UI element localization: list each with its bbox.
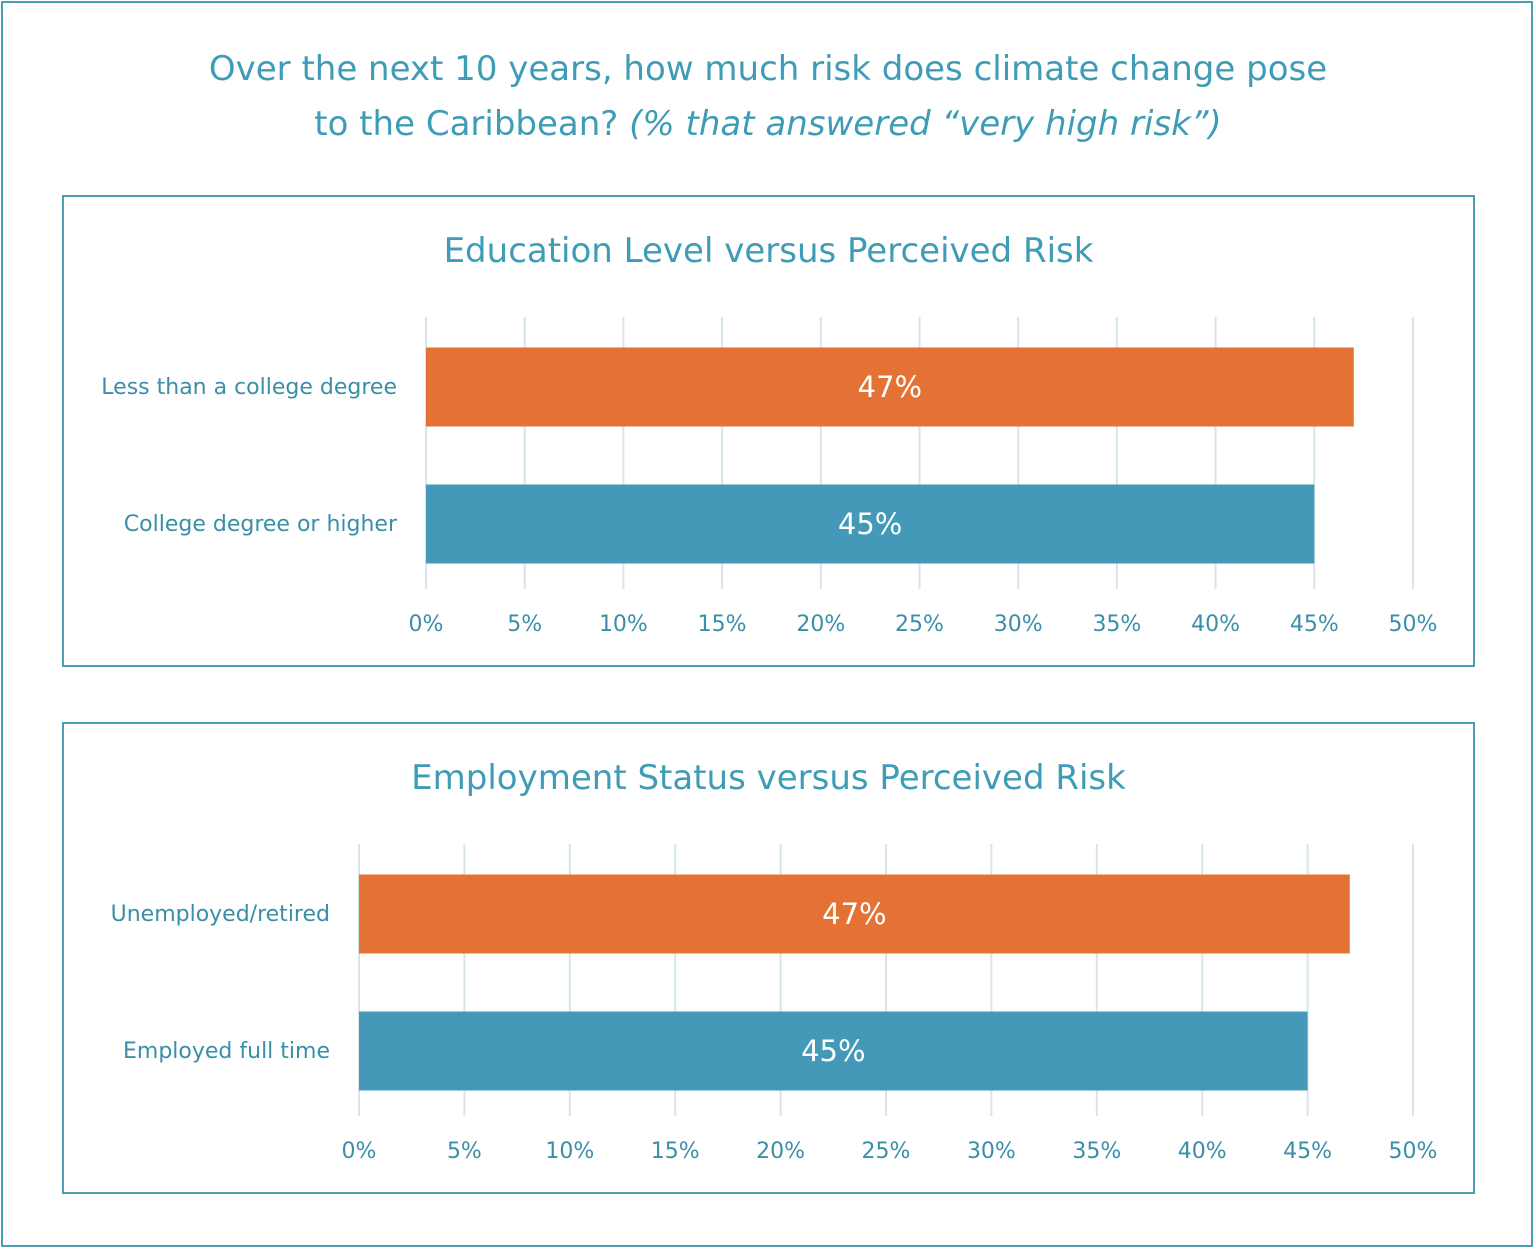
x-tick-label: 45% — [1290, 612, 1339, 637]
category-label: Less than a college degree — [101, 375, 397, 400]
bar — [359, 874, 1350, 954]
x-tick-label: 40% — [1191, 612, 1240, 637]
bar-value-label: 45% — [801, 1034, 865, 1068]
category-label: Unemployed/retired — [111, 902, 330, 927]
bar-value-label: 47% — [822, 897, 886, 931]
bar — [426, 347, 1354, 427]
main-title: Over the next 10 years, how much risk do… — [0, 42, 1536, 152]
chart-title: Employment Status versus Perceived Risk — [411, 758, 1126, 798]
x-tick-label: 45% — [1283, 1139, 1332, 1164]
education-chart: 0% 5% 10% 15% 20% 25% 30% 35% 40% 45% 50% 47% Less t… — [101, 317, 1438, 637]
x-tick-label: 5% — [447, 1139, 482, 1164]
x-tick-label: 35% — [1072, 1139, 1121, 1164]
x-tick-label: 20% — [756, 1139, 805, 1164]
x-tick-label: 40% — [1178, 1139, 1227, 1164]
employment-chart: 0% 5% 10% 15% 20% 25% 30% 35% 40% 45% 50% 47% Unempl… — [111, 844, 1438, 1164]
x-tick-label: 15% — [651, 1139, 700, 1164]
category-label: Employed full time — [123, 1039, 330, 1064]
x-tick-label: 0% — [342, 1139, 377, 1164]
bar-value-label: 45% — [838, 507, 902, 541]
x-tick-label: 35% — [1092, 612, 1141, 637]
x-tick-label: 30% — [994, 612, 1043, 637]
main-title-line-2: to the Caribbean? (% that answered “very… — [0, 97, 1536, 152]
x-tick-label: 25% — [862, 1139, 911, 1164]
bar — [359, 1011, 1308, 1091]
x-tick-label: 50% — [1389, 1139, 1438, 1164]
x-tick-label: 20% — [796, 612, 845, 637]
x-tick-label: 30% — [967, 1139, 1016, 1164]
x-tick-label: 25% — [895, 612, 944, 637]
main-title-line-1: Over the next 10 years, how much risk do… — [208, 49, 1328, 89]
x-tick-label: 0% — [409, 612, 444, 637]
x-tick-label: 10% — [599, 612, 648, 637]
bar — [426, 484, 1315, 564]
x-tick-label: 15% — [698, 612, 747, 637]
bar-value-label: 47% — [858, 370, 922, 404]
main-title-line-2-italic: (% that answered “very high risk”) — [629, 104, 1222, 144]
x-tick-label: 50% — [1389, 612, 1438, 637]
employment-chart-panel: Employment Status versus Perceived Risk … — [62, 722, 1475, 1194]
x-tick-label: 10% — [545, 1139, 594, 1164]
main-title-line-2-plain: to the Caribbean? — [314, 104, 630, 144]
chart-title: Education Level versus Perceived Risk — [443, 231, 1094, 271]
x-tick-label: 5% — [507, 612, 542, 637]
education-chart-panel: Education Level versus Perceived Risk 0%… — [62, 195, 1475, 667]
category-label: College degree or higher — [124, 512, 398, 537]
